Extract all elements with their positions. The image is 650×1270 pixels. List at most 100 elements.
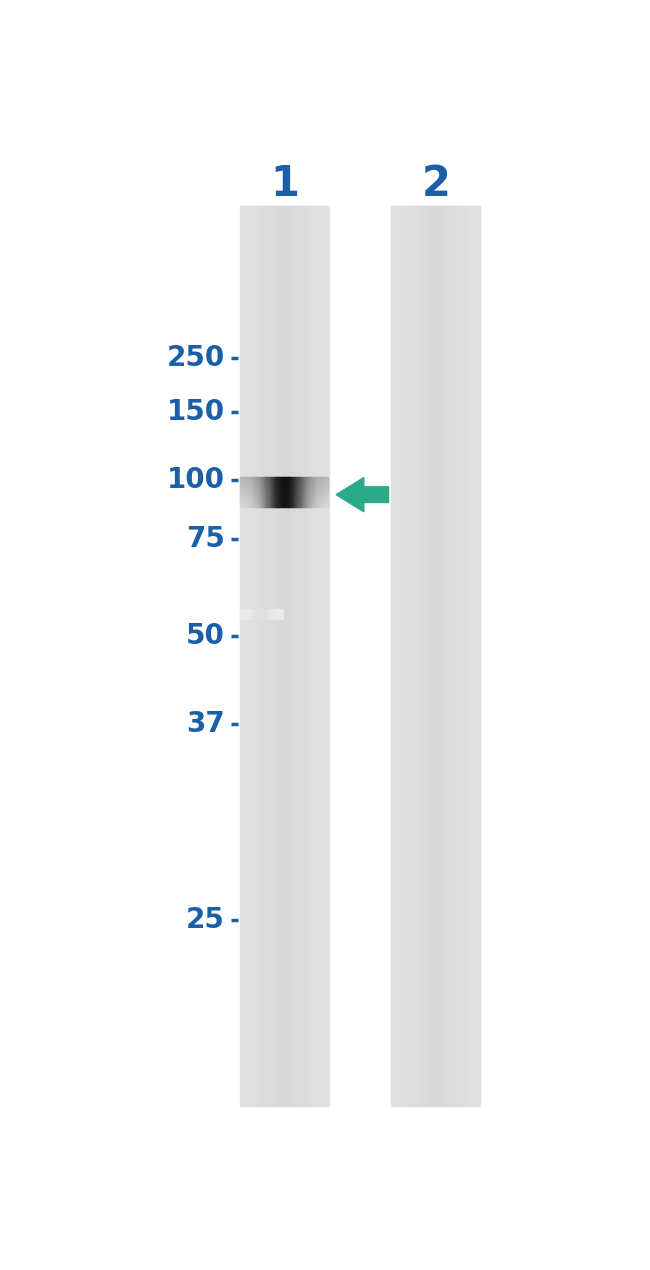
Bar: [249, 610, 250, 618]
Bar: [265, 610, 266, 618]
Bar: [292, 206, 295, 1106]
Bar: [250, 206, 252, 1106]
Bar: [313, 206, 315, 1106]
Text: 2: 2: [422, 163, 451, 204]
Bar: [306, 206, 308, 1106]
Bar: [281, 610, 282, 618]
Bar: [266, 206, 268, 1106]
Bar: [319, 206, 321, 1106]
Bar: [290, 206, 292, 1106]
Bar: [467, 206, 469, 1106]
Bar: [315, 206, 317, 1106]
Bar: [469, 206, 471, 1106]
Bar: [398, 206, 400, 1106]
Bar: [326, 206, 329, 1106]
Bar: [278, 610, 280, 618]
Bar: [283, 206, 285, 1106]
Bar: [322, 206, 324, 1106]
Bar: [276, 610, 277, 618]
Bar: [478, 206, 480, 1106]
Bar: [305, 206, 307, 1106]
Bar: [257, 206, 259, 1106]
Bar: [275, 610, 276, 618]
Bar: [259, 610, 260, 618]
Bar: [259, 206, 261, 1106]
Bar: [246, 610, 247, 618]
Bar: [269, 206, 271, 1106]
Bar: [258, 610, 259, 618]
Bar: [252, 206, 254, 1106]
Bar: [303, 206, 305, 1106]
Bar: [425, 206, 427, 1106]
Text: 250: 250: [166, 344, 225, 372]
Bar: [245, 610, 246, 618]
Bar: [256, 610, 257, 618]
Bar: [307, 206, 309, 1106]
Bar: [466, 206, 468, 1106]
Bar: [257, 610, 259, 618]
Bar: [462, 206, 463, 1106]
Bar: [248, 610, 250, 618]
Bar: [272, 206, 274, 1106]
Bar: [243, 610, 244, 618]
Bar: [280, 610, 281, 618]
Bar: [260, 610, 261, 618]
Bar: [262, 610, 263, 618]
Bar: [447, 206, 449, 1106]
Bar: [407, 206, 410, 1106]
Bar: [415, 206, 417, 1106]
Bar: [429, 206, 431, 1106]
Bar: [474, 206, 477, 1106]
Bar: [284, 206, 286, 1106]
Bar: [318, 206, 320, 1106]
Bar: [296, 206, 298, 1106]
Bar: [256, 206, 258, 1106]
Bar: [267, 610, 268, 618]
Bar: [435, 206, 437, 1106]
Bar: [275, 206, 277, 1106]
Bar: [269, 610, 270, 618]
Bar: [276, 610, 277, 618]
Text: 150: 150: [166, 398, 225, 425]
Bar: [404, 206, 406, 1106]
Bar: [394, 206, 396, 1106]
Bar: [472, 206, 474, 1106]
Bar: [278, 610, 279, 618]
FancyArrow shape: [336, 478, 389, 512]
Bar: [271, 610, 272, 618]
Bar: [393, 206, 395, 1106]
Bar: [261, 206, 263, 1106]
Bar: [438, 206, 440, 1106]
Bar: [391, 206, 393, 1106]
Bar: [268, 610, 269, 618]
Bar: [262, 206, 264, 1106]
Text: 50: 50: [186, 622, 225, 650]
Bar: [297, 206, 299, 1106]
Bar: [448, 206, 450, 1106]
Bar: [254, 610, 255, 618]
Bar: [251, 610, 252, 618]
Bar: [454, 206, 456, 1106]
Bar: [311, 206, 313, 1106]
Bar: [271, 206, 273, 1106]
Bar: [320, 206, 322, 1106]
Text: 1: 1: [271, 163, 300, 204]
Bar: [294, 206, 296, 1106]
Bar: [406, 206, 408, 1106]
Bar: [264, 610, 265, 618]
Bar: [240, 206, 242, 1106]
Bar: [411, 206, 413, 1106]
Bar: [401, 206, 403, 1106]
Bar: [437, 206, 439, 1106]
Bar: [456, 206, 458, 1106]
Bar: [253, 610, 254, 618]
Bar: [432, 206, 434, 1106]
Bar: [473, 206, 475, 1106]
Bar: [252, 610, 253, 618]
Bar: [282, 610, 283, 618]
Bar: [302, 206, 304, 1106]
Bar: [409, 206, 411, 1106]
Bar: [441, 206, 443, 1106]
Bar: [268, 206, 270, 1106]
Bar: [263, 206, 265, 1106]
